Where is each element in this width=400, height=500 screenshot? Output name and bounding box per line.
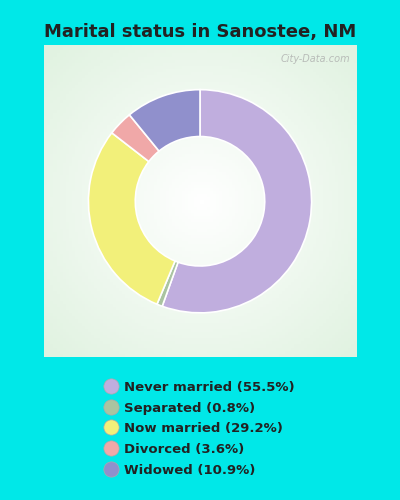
Legend: Never married (55.5%), Separated (0.8%), Now married (29.2%), Divorced (3.6%), W: Never married (55.5%), Separated (0.8%),… <box>102 376 298 481</box>
Wedge shape <box>157 261 178 306</box>
Wedge shape <box>130 90 200 151</box>
Wedge shape <box>112 115 159 162</box>
Wedge shape <box>88 133 175 304</box>
Text: Marital status in Sanostee, NM: Marital status in Sanostee, NM <box>44 24 356 42</box>
Wedge shape <box>162 90 312 313</box>
Text: City-Data.com: City-Data.com <box>281 54 351 64</box>
